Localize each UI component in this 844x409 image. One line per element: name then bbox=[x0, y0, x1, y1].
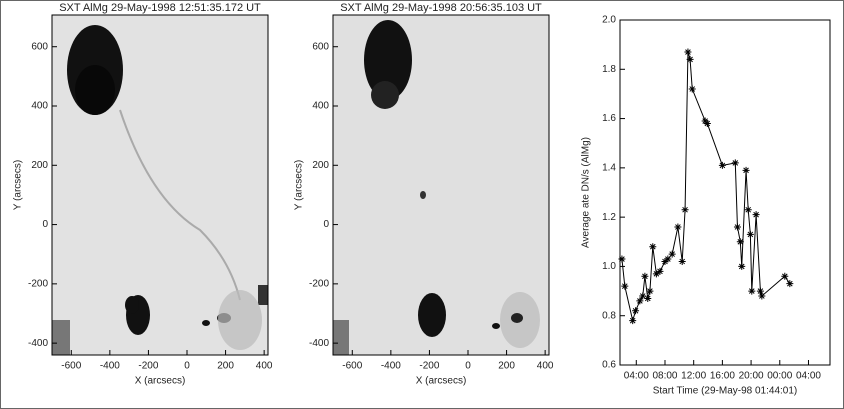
asterisk-marker bbox=[688, 85, 696, 93]
y-axis-label: Y (arcsecs) bbox=[294, 160, 305, 210]
y-tick-label: 0 bbox=[42, 219, 48, 230]
asterisk-marker bbox=[733, 223, 741, 231]
asterisk-marker bbox=[718, 161, 726, 169]
x-tick-label: 0 bbox=[465, 361, 471, 372]
y-tick-label: 200 bbox=[31, 160, 48, 171]
x-tick-label: -200 bbox=[419, 361, 439, 372]
x-tick-label: 400 bbox=[256, 361, 273, 372]
y-axis-label: Y (arcsecs) bbox=[13, 160, 24, 210]
x-tick-label: -200 bbox=[138, 361, 158, 372]
x-tick-label: 400 bbox=[537, 361, 554, 372]
x-axis-label: Start Time (29-May-98 01:44:01) bbox=[653, 386, 798, 397]
asterisk-marker bbox=[644, 294, 652, 302]
asterisk-marker bbox=[629, 317, 637, 325]
asterisk-marker bbox=[686, 55, 694, 63]
asterisk-marker bbox=[748, 287, 756, 295]
asterisk-marker bbox=[731, 159, 739, 167]
y-tick-label: 0 bbox=[323, 219, 329, 230]
y-tick-label: 1.0 bbox=[602, 261, 616, 272]
asterisk-marker bbox=[681, 206, 689, 214]
x-tick-label: 12:00 bbox=[681, 371, 706, 382]
y-tick-label: 200 bbox=[312, 160, 329, 171]
x-tick-label: -400 bbox=[381, 361, 401, 372]
asterisk-marker bbox=[636, 297, 644, 305]
asterisk-marker bbox=[632, 307, 640, 315]
asterisk-marker bbox=[674, 223, 682, 231]
asterisk-marker bbox=[684, 48, 692, 56]
x-tick-label: 200 bbox=[498, 361, 515, 372]
y-tick-label: 1.2 bbox=[602, 212, 616, 223]
x-axis-label: X (arcsecs) bbox=[135, 376, 186, 387]
asterisk-marker bbox=[746, 230, 754, 238]
y-tick-label: 400 bbox=[31, 101, 48, 112]
asterisk-marker bbox=[639, 292, 647, 300]
asterisk-marker bbox=[744, 206, 752, 214]
x-axis-label: X (arcsecs) bbox=[416, 376, 467, 387]
asterisk-marker bbox=[649, 243, 657, 251]
asterisk-marker bbox=[664, 255, 672, 263]
asterisk-marker bbox=[781, 272, 789, 280]
asterisk-marker bbox=[703, 120, 711, 127]
asterisk-marker bbox=[618, 255, 626, 263]
asterisk-marker bbox=[652, 270, 660, 278]
asterisk-marker bbox=[736, 238, 744, 246]
image-2-content bbox=[333, 15, 549, 355]
x-tick-label: 16:00 bbox=[710, 371, 735, 382]
y-tick-label: 1.6 bbox=[602, 113, 616, 124]
asterisk-marker bbox=[742, 166, 750, 174]
x-tick-label: 0 bbox=[184, 361, 190, 372]
y-tick-label: 2.0 bbox=[602, 15, 616, 26]
asterisk-marker bbox=[646, 287, 654, 295]
asterisk-marker bbox=[656, 267, 664, 275]
x-tick-label: 04:00 bbox=[624, 371, 649, 382]
asterisk-marker bbox=[756, 287, 764, 295]
asterisk-marker bbox=[752, 211, 760, 219]
y-tick-label: 1.8 bbox=[602, 64, 616, 75]
y-tick-label: 0.8 bbox=[602, 310, 616, 321]
asterisk-marker bbox=[786, 280, 794, 288]
x-tick-label: -400 bbox=[100, 361, 120, 372]
asterisk-marker bbox=[668, 250, 676, 258]
asterisk-marker bbox=[678, 258, 686, 265]
plot-frame bbox=[51, 14, 269, 356]
chart-title: SXT AlMg 29-May-1998 20:56:35.103 UT bbox=[340, 2, 542, 14]
y-axis-label: Average ate DN/s (AlMg) bbox=[581, 137, 592, 248]
asterisk-marker bbox=[738, 262, 746, 270]
x-tick-label: 00:00 bbox=[767, 371, 792, 382]
y-tick-label: 600 bbox=[31, 41, 48, 52]
asterisk-marker bbox=[758, 292, 766, 300]
y-tick-label: -200 bbox=[28, 278, 48, 289]
x-tick-label: 200 bbox=[217, 361, 234, 372]
plot-frame bbox=[332, 14, 550, 356]
y-tick-label: -200 bbox=[309, 278, 329, 289]
plot-frame bbox=[619, 19, 831, 366]
x-tick-label: 04:00 bbox=[796, 371, 821, 382]
y-tick-label: 0.6 bbox=[602, 360, 616, 371]
asterisk-marker bbox=[641, 272, 649, 280]
chart-title: SXT AlMg 29-May-1998 12:51:35.172 UT bbox=[59, 2, 261, 14]
y-tick-label: 600 bbox=[312, 41, 329, 52]
x-tick-label: -600 bbox=[61, 361, 81, 372]
x-tick-label: 20:00 bbox=[739, 371, 764, 382]
y-tick-label: 400 bbox=[312, 101, 329, 112]
data-line bbox=[621, 51, 791, 323]
x-tick-label: 08:00 bbox=[652, 371, 677, 382]
image-1-content bbox=[52, 15, 268, 355]
y-tick-label: -400 bbox=[309, 338, 329, 349]
x-tick-label: -600 bbox=[342, 361, 362, 372]
y-tick-label: -400 bbox=[28, 338, 48, 349]
asterisk-marker bbox=[661, 258, 669, 265]
asterisk-marker bbox=[621, 282, 629, 290]
y-tick-label: 1.4 bbox=[602, 162, 616, 173]
